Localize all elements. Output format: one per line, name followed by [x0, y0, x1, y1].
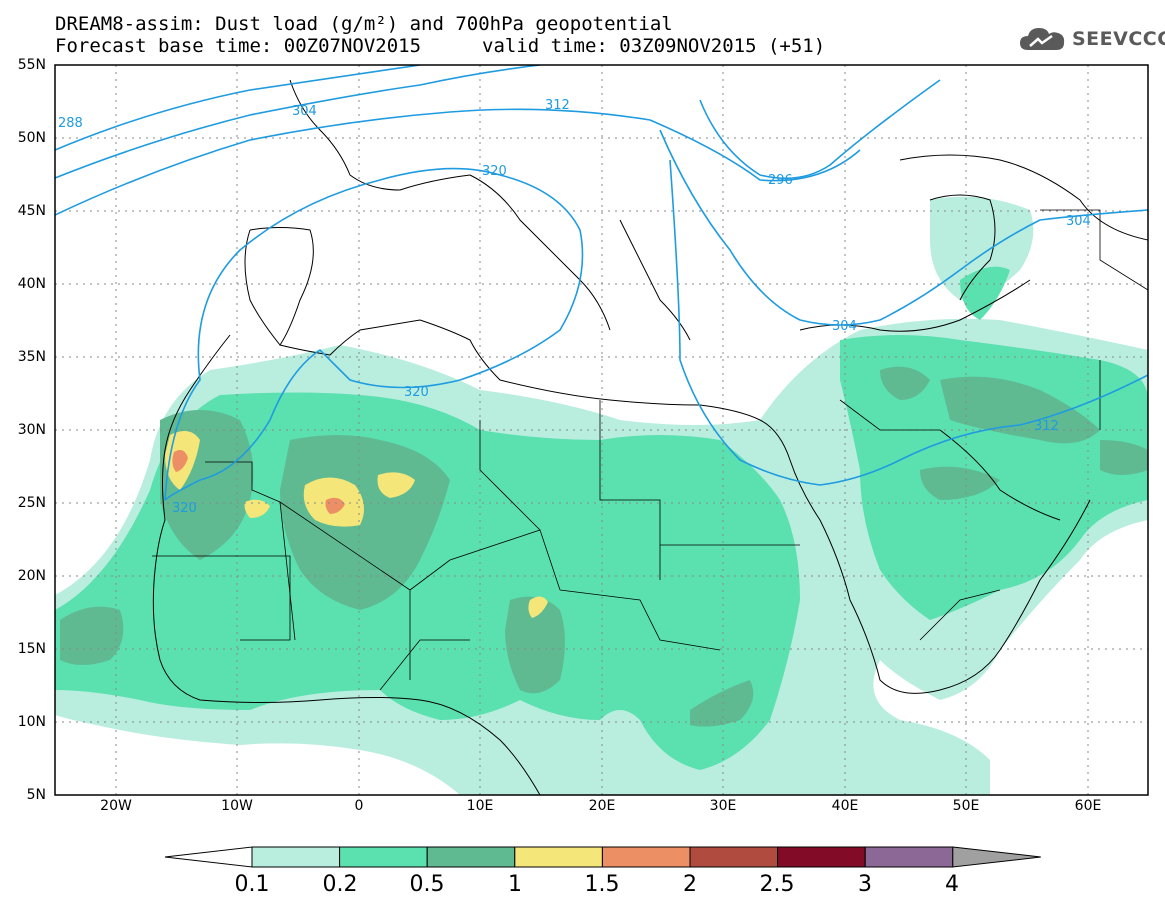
colorbar-tick-label: 1 — [508, 872, 522, 897]
colorbar-segment — [251, 846, 341, 868]
colorbar-tick-label: 2.5 — [759, 872, 795, 897]
contour-label-312b: 312 — [1034, 419, 1059, 434]
seevccc-logo: SEEVCCC — [1018, 24, 1165, 54]
lon-label: 40E — [831, 798, 859, 814]
lon-label: 50E — [952, 798, 980, 814]
lon-label: 30E — [709, 798, 737, 814]
cloud-icon — [1020, 28, 1065, 50]
contour-label-304c: 304 — [1066, 214, 1091, 229]
contour-label-320b: 320 — [404, 385, 429, 400]
lon-label: 60E — [1074, 798, 1102, 814]
geopotential-contours — [55, 65, 1148, 501]
map-frame — [54, 64, 1149, 796]
colorbar-tick-label: 2 — [683, 872, 697, 897]
map-title: DREAM8-assim: Dust load (g/m²) and 700hP… — [55, 13, 673, 35]
valid-time: valid time: 03Z09NOV2015 (+51) — [482, 35, 826, 57]
logo-text: SEEVCCC — [1072, 28, 1165, 50]
lat-label: 25N — [17, 495, 46, 511]
forecast-base-time: Forecast base time: 00Z07NOV2015 — [55, 35, 422, 57]
country-borders — [152, 209, 1148, 691]
colorbar-segment — [514, 846, 603, 868]
lat-label: 45N — [17, 203, 46, 219]
colorbar-tick-label: 1.5 — [584, 872, 620, 897]
colorbar-segment — [339, 846, 428, 868]
contour-label-296: 296 — [768, 173, 793, 188]
colorbar-segment — [864, 846, 954, 868]
lat-label: 40N — [17, 276, 46, 292]
contour-label-320a: 320 — [482, 164, 507, 179]
lat-label: 15N — [17, 641, 46, 657]
colorbar-segment — [426, 846, 516, 868]
lat-label: 35N — [17, 349, 46, 365]
contour-label-312: 312 — [545, 98, 570, 113]
contour-label-304: 304 — [292, 104, 317, 119]
lat-label: 5N — [26, 787, 46, 803]
colorbar — [164, 846, 1041, 868]
lon-label: 10E — [466, 798, 494, 814]
colorbar-segment — [601, 846, 691, 868]
coastlines — [152, 79, 1148, 795]
dust-level-1.5 — [172, 450, 188, 472]
colorbar-left-arrow — [164, 846, 253, 868]
colorbar-tick-label: 0.2 — [322, 872, 358, 897]
lat-label: 30N — [17, 422, 46, 438]
contour-label-288: 288 — [58, 116, 83, 131]
graticule — [55, 65, 1148, 795]
colorbar-tick-label: 0.1 — [234, 872, 270, 897]
lat-label: 55N — [17, 57, 46, 73]
lon-label: 10W — [221, 798, 253, 814]
contour-label-320c: 320 — [172, 501, 197, 516]
colorbar-right-arrow — [952, 846, 1041, 868]
lon-label: 20W — [100, 798, 132, 814]
lat-label: 10N — [17, 714, 46, 730]
colorbar-segment — [777, 846, 866, 868]
lat-label: 20N — [17, 568, 46, 584]
colorbar-tick-label: 3 — [858, 872, 872, 897]
contour-label-304b: 304 — [832, 319, 857, 334]
lat-label: 50N — [17, 130, 46, 146]
lon-label: 20E — [588, 798, 616, 814]
colorbar-tick-label: 4 — [945, 872, 959, 897]
colorbar-tick-label: 0.5 — [409, 872, 445, 897]
lon-label: 0 — [354, 798, 364, 814]
colorbar-segment — [689, 846, 779, 868]
